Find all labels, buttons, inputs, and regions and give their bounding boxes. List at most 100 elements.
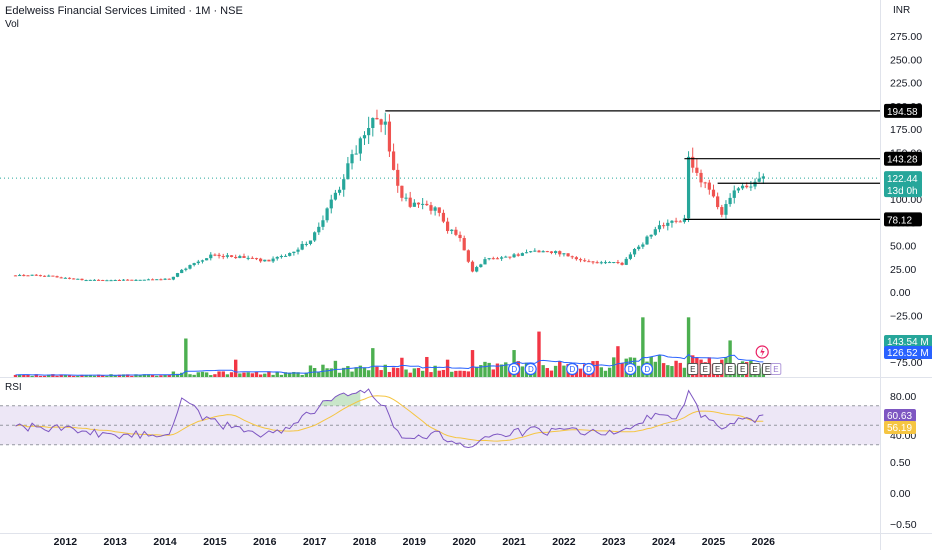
price-tick-label: 225.00 [890, 78, 922, 90]
volume-bar [462, 370, 466, 377]
candle-body [437, 207, 441, 213]
candle-body [146, 279, 151, 281]
earnings-marker [712, 363, 724, 375]
rsi-value: 60.63 [887, 411, 912, 422]
volume-bar [84, 374, 88, 377]
volume-bar [678, 362, 682, 377]
candle-body [88, 279, 92, 281]
candle-body [566, 253, 570, 257]
volume-bar [17, 374, 22, 377]
candle-body [429, 205, 433, 211]
volume-bar [674, 360, 678, 377]
candle-body [391, 151, 396, 170]
candle-body [520, 253, 524, 256]
volume-bar [96, 374, 101, 377]
earnings-marker-label: E [715, 365, 720, 374]
level-label: 194.58 [887, 107, 918, 118]
volume-bar [47, 374, 51, 377]
candle-body [716, 196, 720, 208]
candle-body [612, 262, 616, 264]
volume-bar [383, 364, 387, 377]
candle-body [740, 185, 745, 189]
volume-bar [51, 374, 55, 377]
candle-body [745, 185, 749, 188]
earnings-marker-label: E [703, 365, 708, 374]
candle-body [545, 251, 549, 253]
volume-bar [209, 375, 213, 377]
volume-bar [599, 367, 604, 377]
candle-body [371, 117, 375, 128]
volume-bar [225, 374, 230, 377]
candle-body [387, 121, 392, 152]
volume-bar [213, 374, 217, 377]
volume-bar [379, 370, 383, 377]
earnings-marker-label: E [740, 365, 745, 374]
volume-bar [616, 346, 620, 377]
candles [13, 109, 765, 282]
candle-body [151, 279, 155, 281]
candle-body [67, 277, 72, 279]
candle-body [367, 127, 371, 136]
time-tick-label: 2025 [702, 536, 726, 548]
volume-bar [258, 374, 263, 377]
volume-bar [391, 367, 396, 377]
candle-body [259, 258, 263, 262]
candle-body [321, 220, 325, 227]
volume-bar [246, 372, 250, 377]
candle-body [105, 280, 109, 282]
volume-bar [437, 370, 441, 377]
candle-body [205, 258, 209, 261]
candle-body [554, 251, 558, 253]
dividend-marker [582, 362, 595, 376]
candle-body [92, 279, 97, 281]
volume-bar [175, 373, 180, 377]
volume-bar [366, 370, 371, 377]
volume-bar [404, 369, 408, 377]
candle-body [271, 258, 275, 262]
candle-body [736, 188, 741, 191]
candle-body [333, 192, 338, 200]
volume-bar [400, 357, 404, 377]
candle-body [184, 268, 188, 270]
volume-bar [329, 368, 333, 377]
time-tick-label: 2019 [403, 536, 427, 548]
candle-body [599, 262, 603, 264]
volume-bar [101, 375, 105, 377]
candle-body [433, 207, 437, 211]
volume-bar [454, 370, 458, 377]
volume-bar [641, 317, 645, 377]
candle-body [13, 275, 18, 277]
volume-bar [350, 371, 354, 377]
volume-bar [620, 363, 624, 377]
time-tick-label: 2021 [502, 536, 526, 548]
volume-bar [317, 372, 321, 377]
candle-body [358, 138, 362, 154]
candle-body [728, 197, 732, 205]
candle-body [196, 261, 200, 264]
candle-body [350, 154, 354, 164]
candle-body [379, 119, 383, 125]
volume-bar [146, 374, 151, 377]
rsi-overbought-fill [318, 390, 361, 406]
candle-body [337, 189, 342, 193]
volume-bar [192, 374, 196, 377]
volume-bar [283, 372, 288, 377]
volume-bar [728, 340, 732, 377]
volume-bar [612, 357, 616, 377]
candle-body [313, 232, 317, 241]
candle-body [47, 275, 51, 277]
candle-body [325, 208, 329, 221]
candle-body [624, 258, 628, 265]
volume-bar [263, 373, 267, 377]
volume-bar [67, 375, 72, 377]
candle-body [508, 256, 512, 258]
rsi-ma-badge [884, 421, 916, 434]
volume-bar [271, 374, 275, 377]
volume-bar [155, 375, 159, 377]
candle-body [221, 256, 225, 258]
candle-body [200, 260, 205, 262]
candle-body [678, 221, 682, 223]
candle-body [300, 243, 304, 250]
volume-bar [541, 365, 545, 377]
